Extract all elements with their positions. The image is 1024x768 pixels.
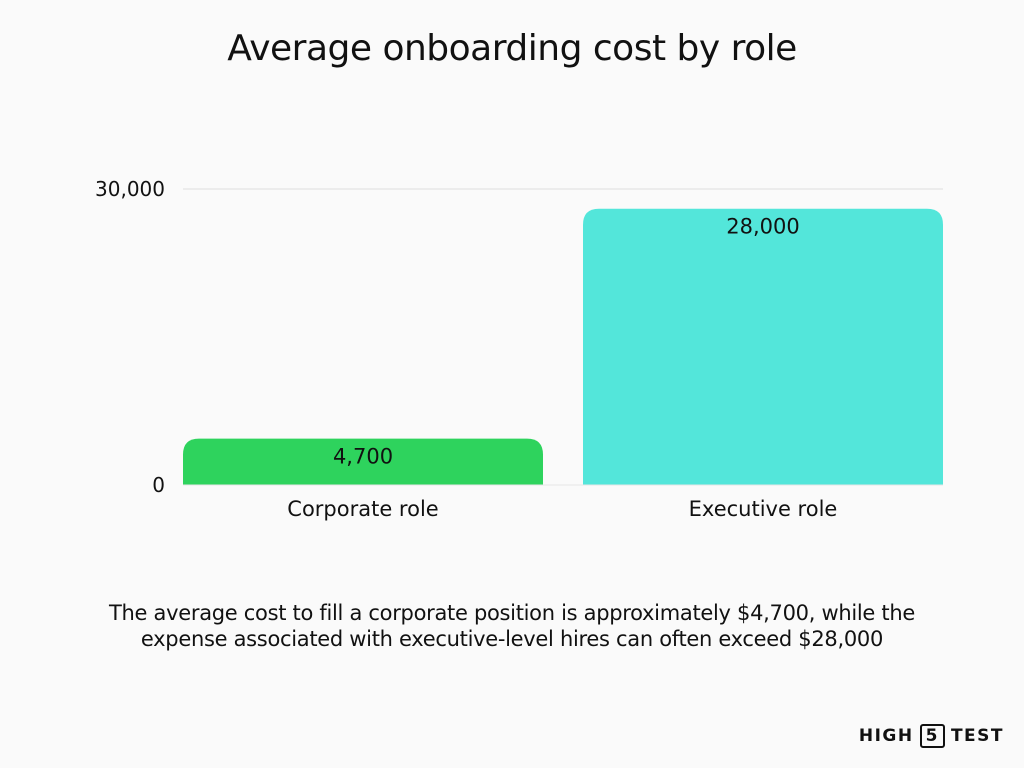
y-tick-label: 30,000 (95, 177, 165, 201)
brand-logo: HIGH 5 TEST (859, 724, 1004, 748)
x-tick-label: Executive role (689, 497, 838, 521)
chart-title: Average onboarding cost by role (227, 28, 797, 69)
brand-left-text: HIGH (858, 726, 914, 746)
bar (183, 438, 543, 485)
chart-caption: The average cost to fill a corporate pos… (109, 601, 915, 651)
bar-value-label: 4,700 (333, 445, 393, 469)
brand-right-text: TEST (950, 726, 1004, 746)
bar-value-label: 28,000 (726, 215, 799, 239)
y-tick-label: 0 (152, 473, 165, 497)
brand-number: 5 (919, 724, 945, 748)
bar (583, 208, 943, 485)
bar-chart: 0 30,000 4,700 Corporate role 28,000 Executiv… (95, 177, 943, 521)
x-tick-label: Corporate role (287, 497, 438, 521)
